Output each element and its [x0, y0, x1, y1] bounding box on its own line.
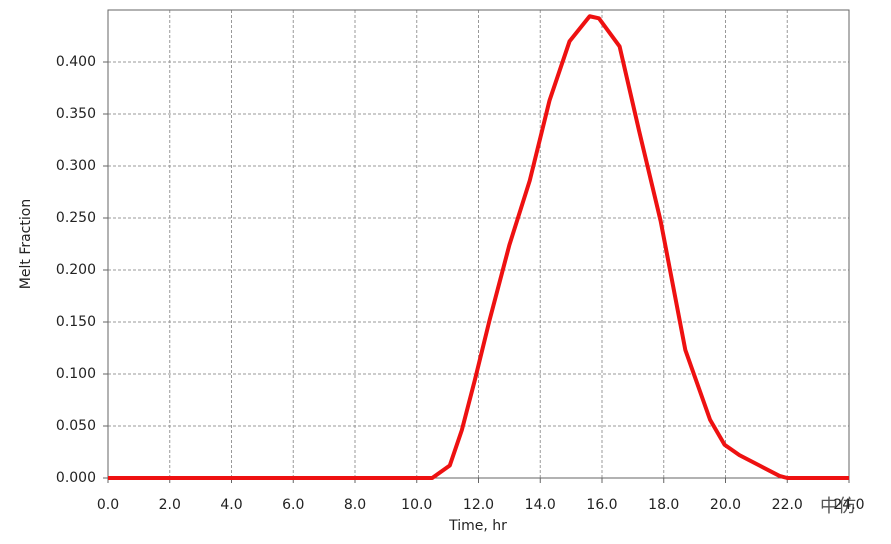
x-tick-label: 4.0	[220, 497, 242, 513]
y-tick-label: 0.250	[56, 210, 96, 226]
x-tick-label: 20.0	[710, 497, 741, 513]
x-axis-label: Time, hr	[448, 518, 507, 534]
x-tick-label: 2.0	[159, 497, 181, 513]
y-tick-label: 0.150	[56, 314, 96, 330]
data-line	[108, 14, 849, 480]
y-tick-label: 0.100	[56, 366, 96, 382]
x-tick-label: 18.0	[648, 497, 679, 513]
x-tick-label: 8.0	[344, 497, 366, 513]
y-tick-label: 0.200	[56, 262, 96, 278]
y-tick-label: 0.000	[56, 470, 96, 486]
x-tick-label: 0.0	[97, 497, 119, 513]
x-tick-label: 10.0	[401, 497, 432, 513]
y-tick-label: 0.050	[56, 418, 96, 434]
y-tick-label: 0.300	[56, 158, 96, 174]
x-tick-label: 14.0	[525, 497, 556, 513]
x-tick-label: 24.0	[833, 497, 864, 513]
x-tick-label: 6.0	[282, 497, 304, 513]
x-tick-label: 16.0	[586, 497, 617, 513]
x-tick-label: 12.0	[463, 497, 494, 513]
y-tick-label: 0.350	[56, 106, 96, 122]
y-tick-label: 0.400	[56, 54, 96, 70]
watermark: 中仿	[820, 496, 856, 517]
x-tick-label: 22.0	[772, 497, 803, 513]
y-axis-label: Melt Fraction	[18, 199, 34, 289]
